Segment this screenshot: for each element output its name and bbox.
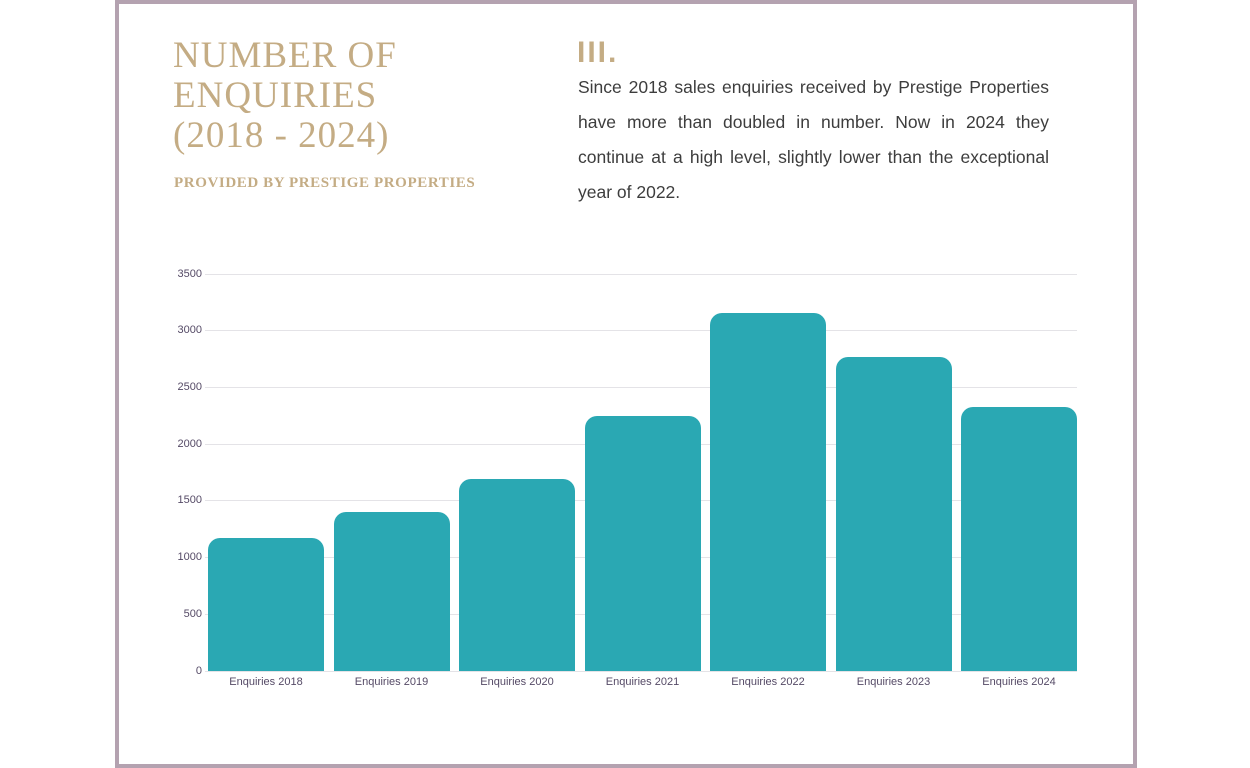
y-axis-tick-label: 2500 [177, 380, 202, 393]
bar [584, 415, 701, 671]
x-axis-category-label: Enquiries 2022 [731, 676, 805, 688]
bar [961, 406, 1077, 671]
x-axis-category-label: Enquiries 2021 [605, 676, 680, 688]
bar [710, 312, 826, 671]
bar [333, 512, 450, 671]
x-axis: Enquiries 2018 Enquiries 2019 Enquiries 20… [205, 676, 1077, 689]
y-axis-tick-label: 2000 [177, 437, 202, 450]
bar [835, 356, 952, 671]
gridline [205, 273, 1077, 275]
gridline [205, 670, 1077, 672]
x-axis-category-label: Enquiries 2024 [982, 676, 1056, 688]
plot-area [205, 273, 1077, 672]
gridline [205, 330, 1077, 332]
page-subtitle: PROVIDED BY PRESTIGE PROPERTIES [174, 175, 476, 191]
x-axis-category-label: Enquiries 2020 [480, 676, 554, 688]
x-axis-category-label: Enquiries 2023 [856, 676, 931, 688]
bar [208, 538, 324, 671]
bar [459, 479, 575, 671]
page-title: NUMBER OF ENQUIRIES (2018 - 2024) [173, 35, 397, 156]
gridline [205, 386, 1077, 388]
section-number: III. [577, 36, 619, 69]
x-axis-category-label: Enquiries 2019 [354, 676, 429, 688]
y-axis-tick-label: 0 [195, 664, 202, 677]
y-axis-tick-label: 1000 [177, 551, 202, 564]
bars-row [205, 274, 1077, 671]
y-axis-tick-label: 500 [183, 607, 202, 620]
x-axis-category-label: Enquiries 2018 [229, 676, 303, 688]
y-axis-tick-label: 3000 [177, 324, 202, 337]
y-axis: 0 500 1000 1500 2000 2500 3000 3500 [150, 268, 202, 677]
y-axis-tick-label: 3500 [177, 267, 202, 280]
y-axis-tick-label: 1500 [177, 494, 202, 507]
section-paragraph: Since 2018 sales enquiries received by P… [578, 77, 1049, 202]
